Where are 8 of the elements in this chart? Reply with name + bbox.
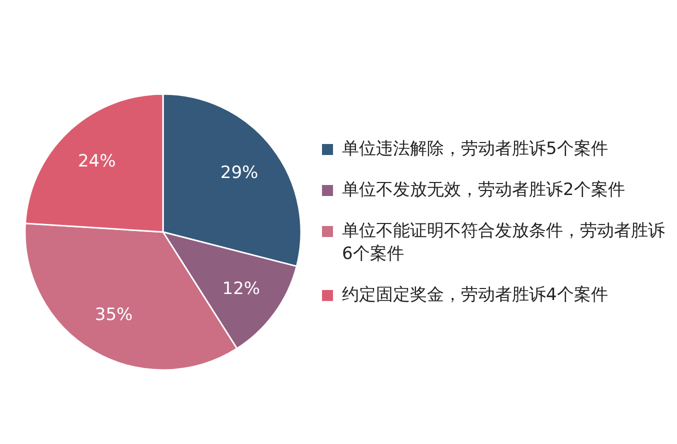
data-label: 12% — [222, 278, 260, 299]
legend-label: 单位不能证明不符合发放条件，劳动者胜诉6个案件 — [342, 220, 666, 266]
legend-label: 约定固定奖金，劳动者胜诉4个案件 — [342, 284, 608, 306]
legend-label: 单位违法解除，劳动者胜诉5个案件 — [342, 138, 608, 160]
data-label: 29% — [220, 162, 258, 183]
data-label: 24% — [78, 152, 116, 172]
data-label: 35% — [94, 305, 133, 326]
legend-label: 单位不发放无效，劳动者胜诉2个案件 — [342, 178, 625, 202]
